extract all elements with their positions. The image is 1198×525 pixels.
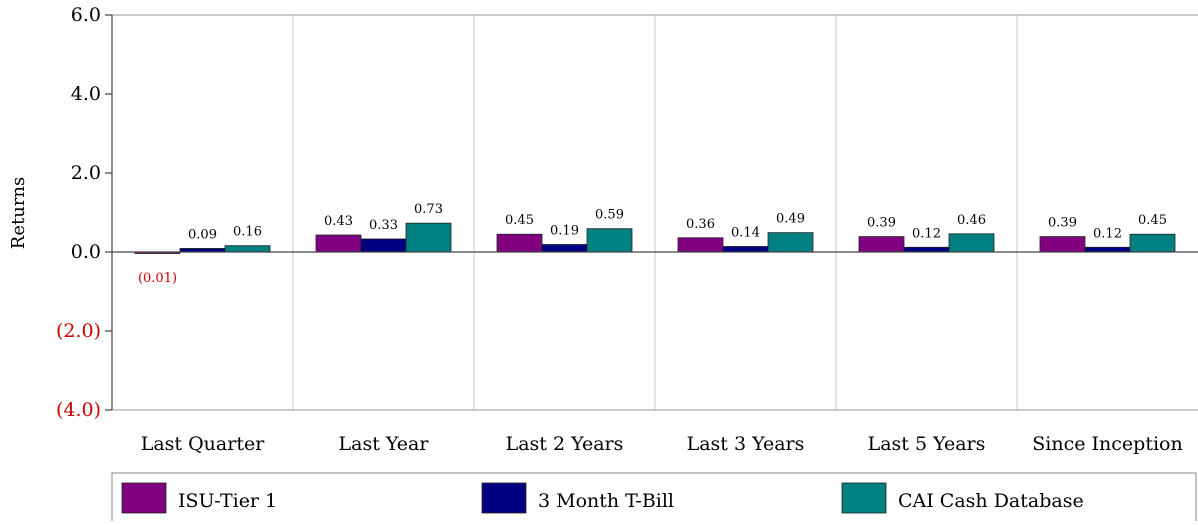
data-label: 0.39 bbox=[1048, 216, 1077, 231]
y-tick-label: 6.0 bbox=[71, 4, 101, 26]
data-label: 0.49 bbox=[776, 212, 805, 227]
legend-label: ISU-Tier 1 bbox=[178, 490, 277, 512]
data-label: 0.12 bbox=[1093, 226, 1122, 241]
data-label: 0.45 bbox=[1138, 213, 1167, 228]
x-category-label: Last 2 Years bbox=[506, 433, 624, 455]
bar bbox=[722, 246, 769, 253]
y-tick-label: 2.0 bbox=[71, 162, 101, 184]
legend-swatch bbox=[121, 482, 167, 514]
x-category-label: Last 5 Years bbox=[868, 433, 986, 455]
data-label: 0.14 bbox=[731, 225, 760, 240]
bar bbox=[677, 237, 724, 253]
legend-label: CAI Cash Database bbox=[898, 490, 1084, 512]
bar bbox=[541, 244, 588, 253]
y-tick-label: (2.0) bbox=[56, 320, 101, 342]
bar bbox=[360, 238, 407, 253]
bar bbox=[405, 222, 452, 253]
bar bbox=[586, 228, 633, 253]
y-tick-label: 0.0 bbox=[71, 241, 101, 263]
bar bbox=[1084, 246, 1131, 253]
legend-swatch bbox=[481, 482, 527, 514]
labels-layer: 6.0 4.0 2.0 0.0 (2.0) (4.0) (0.01) 0.09 0.16 Last… bbox=[56, 4, 1183, 455]
data-label: 0.43 bbox=[324, 214, 353, 229]
data-label: (0.01) bbox=[138, 271, 177, 286]
y-tick-label: 4.0 bbox=[71, 83, 101, 105]
data-label: 0.16 bbox=[233, 225, 262, 240]
grid-layer bbox=[292, 15, 1018, 410]
bar bbox=[1039, 236, 1086, 253]
y-tick-label: (4.0) bbox=[56, 399, 101, 421]
axis-layer bbox=[105, 14, 1198, 411]
data-label: 0.45 bbox=[505, 213, 534, 228]
bar bbox=[903, 246, 950, 253]
bar bbox=[315, 234, 362, 253]
y-axis-title: Returns bbox=[8, 177, 29, 249]
bars-layer bbox=[134, 222, 1176, 254]
data-label: 0.73 bbox=[414, 202, 443, 217]
bar bbox=[767, 232, 814, 253]
bar bbox=[224, 245, 271, 253]
x-category-label: Last Quarter bbox=[141, 433, 265, 455]
data-label: 0.12 bbox=[912, 226, 941, 241]
data-label: 0.36 bbox=[686, 217, 715, 232]
bar bbox=[858, 236, 905, 253]
data-label: 0.19 bbox=[550, 223, 579, 238]
x-category-label: Last Year bbox=[339, 433, 430, 455]
data-label: 0.59 bbox=[595, 208, 624, 223]
x-category-label: Last 3 Years bbox=[687, 433, 805, 455]
data-label: 0.09 bbox=[188, 227, 217, 242]
legend-swatch bbox=[841, 482, 887, 514]
x-category-label: Since Inception bbox=[1032, 433, 1182, 455]
legend: ISU-Tier 1 3 Month T-Bill CAI Cash Databas… bbox=[111, 472, 1197, 524]
data-label: 0.33 bbox=[369, 218, 398, 233]
bar bbox=[1129, 233, 1176, 253]
bar bbox=[948, 233, 995, 253]
data-label: 0.46 bbox=[957, 213, 986, 228]
bar bbox=[496, 233, 543, 253]
data-label: 0.39 bbox=[867, 216, 896, 231]
legend-label: 3 Month T-Bill bbox=[538, 490, 674, 512]
